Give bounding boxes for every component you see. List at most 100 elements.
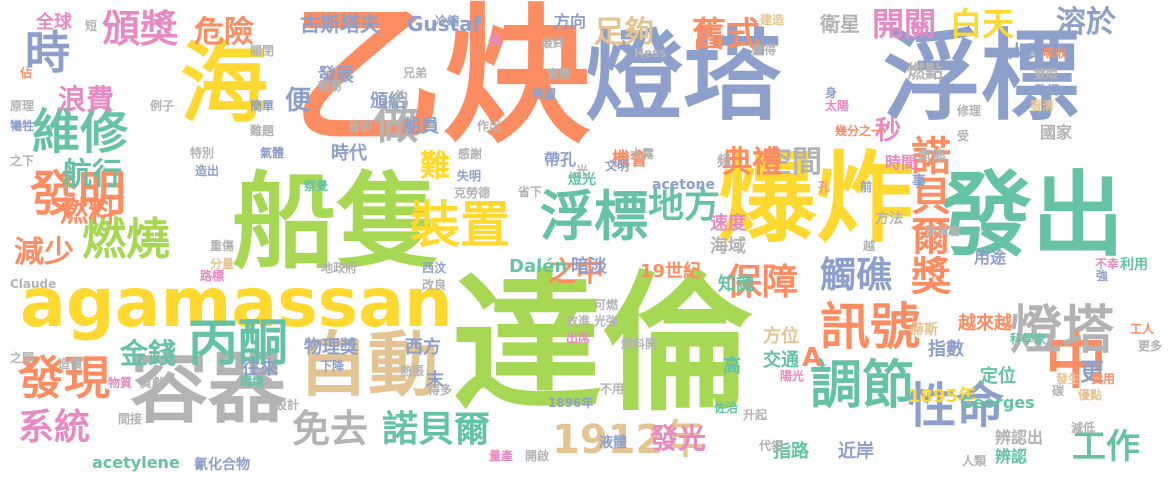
cloud-word: 1895年 [908, 386, 977, 407]
cloud-word: 做 [374, 98, 418, 149]
cloud-word: 不用 [600, 382, 625, 396]
cloud-word: 1896年 [548, 396, 594, 410]
cloud-word: 浮標 [540, 185, 648, 248]
cloud-word: Georges [960, 393, 1035, 412]
cloud-word: 路標 [200, 269, 225, 283]
cloud-word: 熱脹 [400, 364, 425, 378]
cloud-word: 自動 [298, 324, 438, 406]
cloud-word: 氣體 [260, 146, 285, 160]
cloud-word: 難題 [250, 124, 275, 138]
cloud-word: 方向 [554, 12, 587, 31]
cloud-word: Dalén [509, 256, 568, 277]
cloud-word: 下降 [320, 359, 345, 373]
cloud-word: 諾貝爾獎 [904, 135, 950, 295]
cloud-word: 環境 [240, 375, 265, 389]
cloud-word: 航行 [62, 157, 122, 192]
cloud-word: 衛星 [820, 12, 860, 36]
cloud-word: 更 [1080, 358, 1104, 386]
cloud-word: 失明 [457, 169, 482, 183]
cloud-word: 危險 [194, 15, 254, 50]
cloud-word: 不幸 [1095, 257, 1120, 271]
cloud-word: 定位 [980, 366, 1016, 387]
cloud-word: 液體 [599, 435, 627, 451]
cloud-word: 指數 [928, 339, 964, 360]
cloud-word: 知識 [718, 274, 754, 295]
cloud-word: 19世紀 [640, 261, 702, 282]
cloud-word: 委員會 [925, 224, 962, 238]
cloud-word: 放進 [566, 314, 591, 328]
cloud-word: 原理 [10, 99, 35, 113]
cloud-word: 1912年 [552, 417, 704, 463]
cloud-word: 克勞德 [454, 186, 491, 200]
cloud-word: 越 [863, 239, 876, 253]
cloud-word: 之間 [10, 351, 35, 365]
cloud-word: 白天 [950, 5, 1015, 43]
cloud-word: 訊號 [820, 298, 920, 356]
cloud-word: 感謝 [458, 147, 483, 161]
cloud-word: 保障 [726, 262, 799, 303]
cloud-word: 海域 [710, 236, 746, 257]
cloud-word: 地政府 [321, 261, 358, 275]
cloud-word: 西汶 [422, 261, 447, 275]
cloud-word: 用途 [974, 248, 1007, 267]
cloud-word: 察覺 [304, 179, 329, 193]
cloud-word: 量產 [489, 449, 514, 463]
cloud-word: 省下 [518, 185, 543, 199]
cloud-word: 貢獻 [140, 376, 165, 390]
cloud-word: 建造 [760, 13, 785, 27]
cloud-word: 光強 [594, 314, 619, 328]
cloud-word: 難 [420, 149, 450, 184]
cloud-word: 佔 [20, 66, 33, 80]
cloud-word: 簡單 [250, 99, 275, 113]
cloud-word: 工作 [1072, 427, 1140, 467]
cloud-word: 發生 [1056, 372, 1081, 386]
cloud-word: 秒 [875, 116, 902, 146]
cloud-word: 代領 [759, 439, 784, 453]
cloud-word: 特別 [190, 146, 215, 160]
cloud-word: 造價 [58, 357, 83, 371]
cloud-word: 人員 [1008, 42, 1044, 63]
cloud-word: 發現 [18, 351, 110, 405]
cloud-word: 船員 [403, 116, 439, 137]
cloud-word: 諾貝爾 [382, 409, 491, 450]
cloud-word: 頒獎 [102, 7, 179, 51]
cloud-word: acetone [652, 177, 716, 193]
cloud-word: 燃料開 [621, 337, 658, 351]
cloud-word: 燃料 [60, 195, 117, 228]
cloud-word: 設計 [275, 398, 300, 412]
cloud-word: 達倫 [452, 258, 753, 432]
cloud-word: 赫斯 [910, 322, 938, 338]
cloud-word: 重傷 [210, 239, 235, 253]
cloud-word: 辨認出 [995, 428, 1044, 447]
cloud-word: 物理獎 [304, 337, 358, 358]
cloud-word: 佐治 [714, 401, 739, 415]
cloud-word: 觸礁 [820, 255, 893, 296]
cloud-word: 舊式 [692, 15, 760, 55]
cloud-word: 頒給 [370, 91, 406, 112]
cloud-word: 利用 [1120, 257, 1148, 273]
cloud-word: 高 [723, 356, 741, 377]
cloud-word: 看清 [1030, 99, 1055, 113]
cloud-word: 溶於 [1056, 5, 1116, 40]
cloud-word: 容器 [130, 344, 287, 434]
cloud-word: 發展 [318, 65, 354, 86]
cloud-word: 受 [957, 129, 970, 143]
cloud-word: 輕易 [318, 79, 343, 93]
cloud-word: Hess [634, 46, 667, 60]
cloud-word: 減少 [14, 235, 74, 270]
cloud-word: 冷縮 [435, 14, 460, 28]
cloud-word: 例子 [150, 99, 175, 113]
cloud-word: 長 [488, 33, 502, 49]
cloud-word: 金錢 [120, 337, 177, 370]
cloud-word: 浮標 [883, 20, 1080, 134]
cloud-word: 便 [285, 86, 312, 116]
cloud-word: 前 [860, 180, 873, 194]
cloud-word: 燃燒 [82, 214, 170, 265]
cloud-word: 強 [1096, 269, 1109, 283]
cloud-word: 可燃 [594, 298, 619, 312]
cloud-word: 出席 [566, 331, 591, 345]
cloud-word: 大霧 [630, 147, 655, 161]
cloud-word: 系統 [18, 407, 91, 448]
cloud-word: 修理 [957, 104, 982, 118]
